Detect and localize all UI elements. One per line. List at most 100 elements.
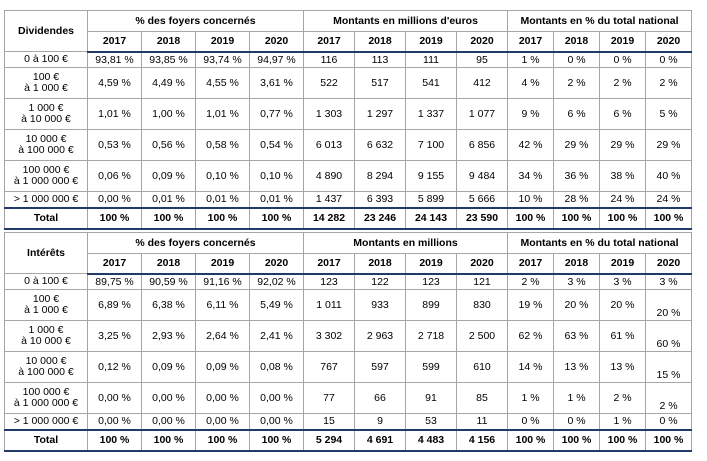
pct-cell: 6,11 % [195,289,250,321]
pct-cell: 89,75 % [87,273,142,290]
year-header: 2018 [141,31,196,53]
year-header: 2020 [249,253,304,275]
group-header-row: Dividendes % des foyers concernés Montan… [4,10,692,52]
share-cell: 19 % [507,289,554,321]
bracket-label-line: 0 à 100 € [24,275,68,287]
amount-cell: 4 890 [303,160,355,192]
amount-cell: 9 155 [405,160,457,192]
table-row: 100 € à 1 000 € 4,59 % 4,49 % 4,55 % 3,61… [4,67,692,99]
pct-cell: 100 % [141,428,196,452]
amount-cell: 121 [456,273,508,290]
share-cell: 36 % [553,160,600,192]
pct-cell: 0,10 % [195,160,250,192]
share-cell: 60 % [645,320,692,352]
pct-cell: 0,08 % [249,351,304,383]
year-header: 2019 [599,253,646,275]
amount-cell: 599 [405,351,457,383]
pct-cell: 0,53 % [87,129,142,161]
share-cell: 6 % [599,98,646,130]
share-cell: 2 % [645,382,692,414]
year-header-row: 2017 2018 2019 2020 2017 2018 2019 2020 … [5,31,692,53]
amount-cell: 15 [303,413,355,430]
amount-cell: 1 077 [456,98,508,130]
pct-cell: 94,97 % [249,51,304,68]
bracket-label-line: > 1 000 000 € [13,414,79,427]
pct-cell: 100 % [87,428,142,452]
amount-cell: 23 246 [354,206,406,230]
share-cell: 100 % [599,428,646,452]
amount-cell: 1 011 [303,289,355,321]
bracket-label: 10 000 € à 100 000 € [4,129,88,161]
pct-cell: 0,56 % [141,129,196,161]
bracket-label-line: à 1 000 000 € [13,397,79,409]
pct-cell: 0,09 % [195,351,250,383]
year-header: 2019 [195,31,250,53]
bracket-label-line: à 1 000 € [24,82,68,94]
year-header-row: 2017 2018 2019 2020 2017 2018 2019 2020 … [5,253,692,275]
bracket-label: 100 € à 1 000 € [4,289,88,321]
pct-cell: 4,59 % [87,67,142,99]
share-cell: 100 % [645,428,692,452]
share-cell: 100 % [507,206,554,230]
table-row: 100 000 € à 1 000 000 € 0,06 % 0,09 % 0,1… [4,160,692,192]
amount-cell: 122 [354,273,406,290]
pct-cell: 0,00 % [195,413,250,430]
amount-cell: 24 143 [405,206,457,230]
pct-cell: 93,74 % [195,51,250,68]
group-header: Montants en millions d'euros [303,10,508,32]
share-cell: 29 % [599,129,646,161]
amount-cell: 522 [303,67,355,99]
share-cell: 13 % [599,351,646,383]
share-cell: 20 % [599,289,646,321]
amount-cell: 2 500 [456,320,508,352]
pct-cell: 100 % [195,428,250,452]
share-cell: 24 % [599,191,646,208]
share-cell: 0 % [553,51,600,68]
pct-cell: 6,38 % [141,289,196,321]
amount-cell: 5 666 [456,191,508,208]
bracket-label-line: 100 000 € [22,386,70,398]
pct-cell: 0,00 % [87,382,142,414]
share-cell: 100 % [599,206,646,230]
share-cell: 2 % [599,67,646,99]
pct-cell: 0,00 % [87,191,142,208]
table-row: 1 000 € à 10 000 € 1,01 % 1,00 % 1,01 % 0… [4,98,692,130]
pct-cell: 100 % [249,428,304,452]
year-header: 2017 [507,253,554,275]
pct-cell: 0,01 % [249,191,304,208]
pct-cell: 90,59 % [141,273,196,290]
table-row: 10 000 € à 100 000 € 0,53 % 0,56 % 0,58 %… [4,129,692,161]
bracket-label: 100 € à 1 000 € [4,67,88,99]
pct-cell: 6,89 % [87,289,142,321]
share-cell: 15 % [645,351,692,383]
bracket-label: 100 000 € à 1 000 000 € [4,382,88,414]
pct-cell: 0,54 % [249,129,304,161]
bracket-label-line: 0 à 100 € [24,53,68,65]
pct-cell: 0,12 % [87,351,142,383]
amount-cell: 23 590 [456,206,508,230]
amount-cell: 14 282 [303,206,355,230]
pct-cell: 0,77 % [249,98,304,130]
year-header: 2020 [645,253,692,275]
share-cell: 1 % [553,382,600,414]
pct-cell: 100 % [141,206,196,230]
amount-cell: 91 [405,382,457,414]
bracket-label-line: à 10 000 € [21,335,71,347]
share-cell: 3 % [599,273,646,290]
bracket-label: 10 000 € à 100 000 € [4,351,88,383]
amount-cell: 1 437 [303,191,355,208]
share-cell: 14 % [507,351,554,383]
pct-cell: 0,00 % [141,413,196,430]
year-header: 2017 [87,31,142,53]
share-cell: 3 % [553,273,600,290]
group-header: % des foyers concernés [87,232,304,254]
bracket-label: 1 000 € à 10 000 € [4,320,88,352]
group-header: Montants en % du total national [507,10,692,32]
amount-cell: 123 [303,273,355,290]
pct-cell: 92,02 % [249,273,304,290]
amount-cell: 111 [405,51,457,68]
interests-table: Intérêts % des foyers concernés Montants… [4,232,692,452]
bracket-label-line: > 1 000 000 € [13,192,79,205]
amount-cell: 1 337 [405,98,457,130]
amount-cell: 6 856 [456,129,508,161]
